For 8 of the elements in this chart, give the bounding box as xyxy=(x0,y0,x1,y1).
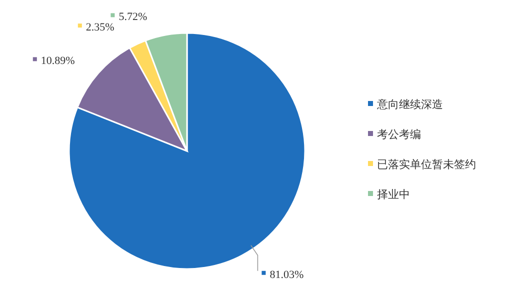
data-label: 10.89% xyxy=(40,55,75,68)
legend-label: 已落实单位暂未签约 xyxy=(377,158,476,171)
data-label: 2.35% xyxy=(86,22,114,34)
legend-label: 考公考编 xyxy=(377,128,421,141)
data-label: 81.03% xyxy=(270,268,304,281)
legend-label: 意向继续深造 xyxy=(376,98,443,111)
legend-label: 择业中 xyxy=(377,188,410,201)
data-label: 5.72% xyxy=(118,11,148,24)
